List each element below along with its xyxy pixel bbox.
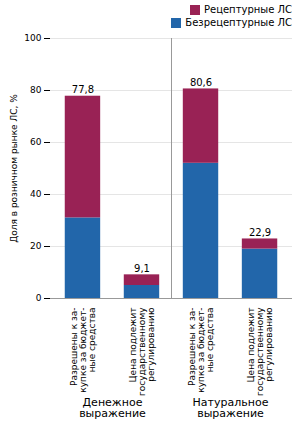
svg-text:20: 20 <box>30 241 42 251</box>
svg-text:80,6: 80,6 <box>190 77 212 88</box>
svg-text:22,9: 22,9 <box>249 227 271 238</box>
svg-text:9,1: 9,1 <box>134 263 150 274</box>
html-text:Рецептурные ЛС: Рецептурные ЛС <box>204 4 292 15</box>
svg-text:Разрешены к за-купке за бюджет: Разрешены к за-купке за бюджет-ные средс… <box>187 308 215 393</box>
svg-text:77,8: 77,8 <box>72 84 94 95</box>
svg-text:Цена подлежитгосударственномур: Цена подлежитгосударственномурегулирован… <box>246 307 274 396</box>
svg-text:Доля в розничном рынке ЛС, %: Доля в розничном рынке ЛС, % <box>9 94 19 243</box>
svg-text:0: 0 <box>36 293 42 303</box>
svg-text:100: 100 <box>24 33 41 43</box>
svg-text:40: 40 <box>30 189 42 199</box>
svg-text:60: 60 <box>30 137 42 147</box>
svg-text:Разрешены к за-купке за бюджет: Разрешены к за-купке за бюджет-ные средс… <box>69 308 97 393</box>
svg-text:80: 80 <box>30 85 42 95</box>
svg-text:Денежноевыражение: Денежноевыражение <box>79 396 146 420</box>
svg-text:Цена подлежитгосударственномур: Цена подлежитгосударственномурегулирован… <box>128 307 156 396</box>
svg-text:Натуральноевыражение: Натуральноевыражение <box>193 396 269 420</box>
html-text:Безрецептурные ЛС: Безрецептурные ЛС <box>185 17 292 28</box>
